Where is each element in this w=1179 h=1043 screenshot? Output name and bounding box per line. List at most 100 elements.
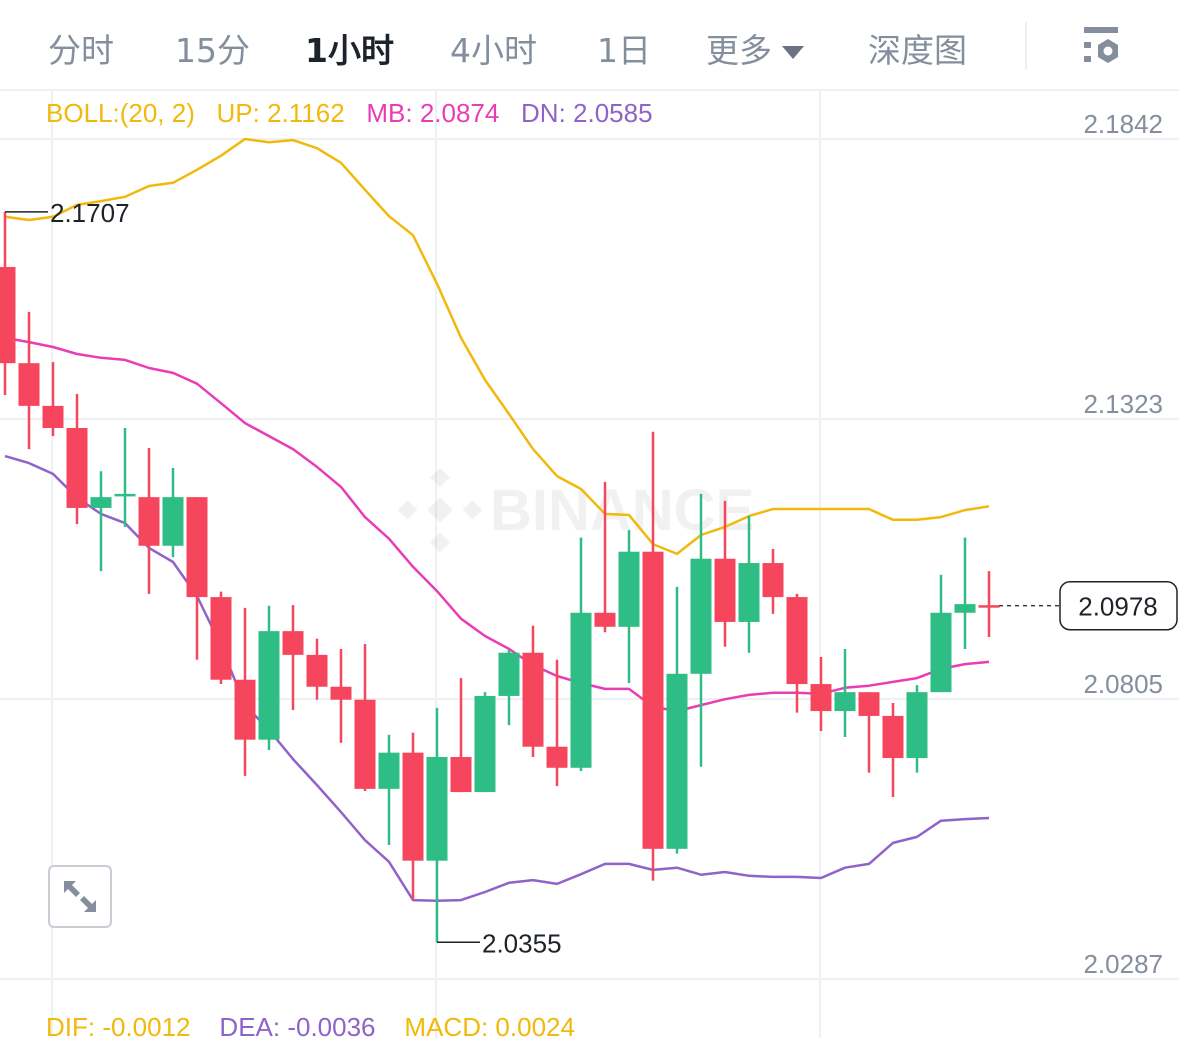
candle-down	[786, 593, 808, 713]
candle-body	[282, 631, 304, 655]
candle-body	[162, 497, 184, 546]
candle-up	[114, 428, 136, 527]
candle-down	[354, 644, 376, 792]
candle-up	[666, 586, 688, 854]
candle-up	[930, 574, 952, 693]
boll-up-line	[4, 137, 990, 556]
macd-legend: DIF: -0.0012 DEA: -0.0036 MACD: 0.0024	[46, 1012, 575, 1043]
indicator-settings-icon[interactable]	[1080, 25, 1124, 67]
candle-body	[0, 267, 16, 364]
tab-4h[interactable]: 4小时	[450, 31, 537, 70]
candle-down	[882, 702, 904, 797]
candle-body	[666, 673, 688, 849]
candle-up	[954, 537, 976, 649]
candle-down	[450, 678, 472, 793]
candle-body	[234, 679, 256, 740]
tab-1h[interactable]: 1小时	[305, 31, 394, 70]
candle-body	[834, 692, 856, 712]
candle-down	[402, 732, 424, 901]
candle-body	[354, 699, 376, 789]
candle-up	[162, 467, 184, 558]
y-tick-label: 2.1842	[1083, 109, 1163, 139]
tab-15m[interactable]: 15分	[175, 31, 250, 70]
candle-up	[474, 692, 496, 793]
candle-body	[450, 756, 472, 793]
candle-body	[858, 692, 880, 716]
candle-up	[738, 516, 760, 653]
candle-down	[306, 638, 328, 700]
candle-body	[618, 551, 640, 627]
candle-up	[258, 605, 280, 750]
divider	[1025, 22, 1027, 70]
candle-body	[186, 497, 208, 598]
candle-down	[66, 393, 88, 525]
candle-body	[714, 558, 736, 622]
candle-body	[474, 695, 496, 793]
high-marker-label: 2.1707	[50, 198, 130, 228]
candle-up	[378, 734, 400, 846]
candle-up	[618, 530, 640, 683]
candle-body	[378, 752, 400, 789]
candle-down	[138, 447, 160, 594]
candle-down	[42, 362, 64, 437]
grid	[0, 90, 1179, 1038]
tab-more[interactable]: 更多	[706, 24, 804, 72]
candle-body	[954, 604, 976, 613]
candle-body	[498, 652, 520, 696]
candle-up	[834, 648, 856, 737]
candle-down	[642, 431, 664, 881]
boll-dn-value: DN: 2.0585	[521, 98, 653, 128]
candle-body	[786, 597, 808, 685]
boll-name: BOLL:(20, 2)	[46, 98, 195, 128]
candle-body	[642, 551, 664, 849]
candle-body	[138, 497, 160, 546]
candle-body	[690, 558, 712, 674]
candle-up	[570, 537, 592, 772]
candle-body	[522, 652, 544, 747]
candle-up	[426, 707, 448, 943]
candle-down	[282, 605, 304, 710]
candle-body	[402, 752, 424, 861]
fullscreen-button[interactable]	[48, 865, 112, 928]
candle-up	[690, 493, 712, 767]
boll-mb-value: MB: 2.0874	[366, 98, 500, 128]
candle-body	[930, 612, 952, 693]
candle-down	[978, 571, 1000, 638]
candle-up	[906, 685, 928, 773]
candle-down	[186, 497, 208, 660]
candle-body	[594, 612, 616, 627]
candle-up	[498, 650, 520, 726]
expand-arrows-icon	[64, 881, 96, 912]
candle-body	[426, 756, 448, 861]
tab-1d[interactable]: 1日	[597, 31, 651, 70]
candle-body	[66, 428, 88, 508]
candle-body	[882, 715, 904, 759]
candle-body	[210, 597, 232, 680]
candle-body	[306, 654, 328, 687]
candle-down	[522, 625, 544, 757]
y-axis: 2.1842 2.1323 2.0805 2.0287	[1083, 109, 1163, 979]
candle-down	[18, 311, 40, 450]
candle-body	[90, 497, 112, 508]
y-tick-label: 2.0287	[1083, 949, 1163, 979]
candle-body	[810, 684, 832, 712]
tab-depth[interactable]: 深度图	[868, 31, 967, 70]
candle-down	[858, 692, 880, 773]
last-price-label: 2.0978	[1078, 592, 1158, 622]
candle-down	[810, 657, 832, 732]
caret-down-icon	[782, 46, 804, 59]
boll-legend: BOLL:(20, 2) UP: 2.1162 MB: 2.0874 DN: 2…	[46, 98, 653, 129]
low-marker-label: 2.0355	[482, 928, 562, 958]
candle-down	[330, 648, 352, 743]
candle-down	[210, 591, 232, 685]
macd-dea-value: DEA: -0.0036	[219, 1012, 376, 1042]
candle-down	[762, 549, 784, 614]
candle-body	[330, 686, 352, 700]
candle-body	[42, 405, 64, 429]
candle-body	[546, 746, 568, 768]
candle-body	[18, 363, 40, 406]
candle-body	[906, 692, 928, 759]
candle-down	[0, 211, 16, 396]
tab-timeshare[interactable]: 分时	[48, 31, 114, 70]
